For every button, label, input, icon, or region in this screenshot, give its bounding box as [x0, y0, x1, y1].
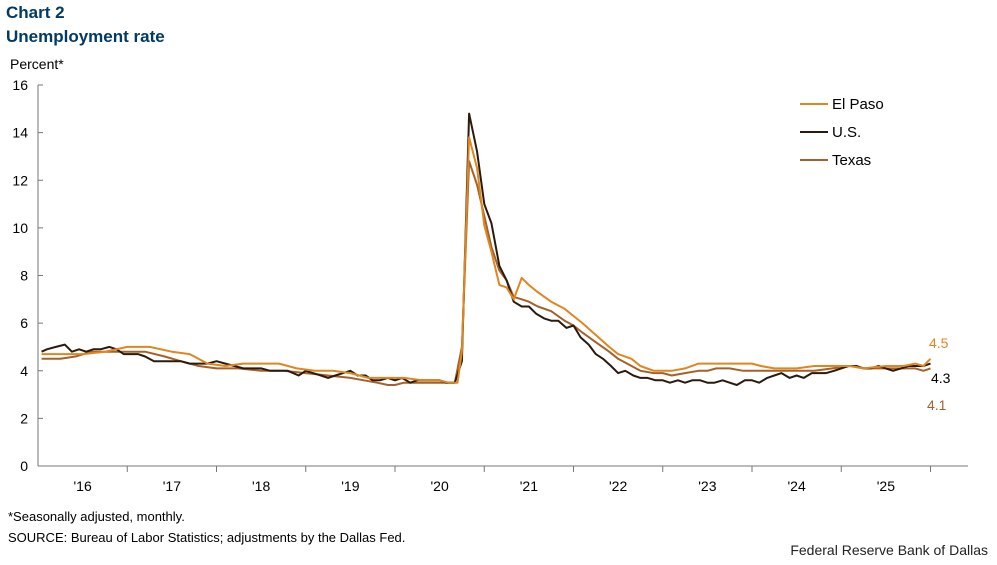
series-line-el_paso: [41, 136, 932, 384]
credit-line: Federal Reserve Bank of Dallas: [790, 542, 988, 558]
series-line-us: [41, 112, 931, 386]
x-tick-label: '19: [341, 478, 359, 494]
y-tick-label: 0: [20, 458, 28, 474]
x-tick-label: '21: [520, 478, 538, 494]
y-tick-label: 8: [20, 268, 28, 284]
x-tick-label: '17: [163, 478, 181, 494]
end-labels: 4.5 4.3 4.1: [927, 335, 951, 413]
x-tick-label: '22: [609, 478, 627, 494]
end-label-us: 4.3: [931, 370, 951, 386]
footnote: *Seasonally adjusted, monthly.: [8, 509, 185, 524]
axes: 0 2 4 6 8 10 12 14 16 '16 '17 '18 '19 '20 '21 '22 '23 '24…: [12, 77, 968, 494]
end-label-el_paso: 4.5: [929, 335, 949, 351]
legend-label-us: U.S.: [832, 124, 861, 141]
y-tick-label: 2: [20, 410, 28, 426]
y-tick-label: 4: [20, 363, 28, 379]
y-tick-label: 12: [12, 172, 28, 188]
x-tick-label: '25: [877, 478, 895, 494]
series-lines: [41, 112, 932, 386]
x-tick-label: '16: [74, 478, 92, 494]
y-tick-label: 16: [12, 77, 28, 93]
y-tick-label: 10: [12, 220, 28, 236]
x-tick-label: '20: [431, 478, 449, 494]
legend-label-el_paso: El Paso: [832, 96, 884, 113]
end-label-texas: 4.1: [927, 397, 947, 413]
legend: El Paso U.S. Texas: [800, 96, 884, 169]
legend-label-texas: Texas: [832, 152, 871, 169]
y-axis-label: Percent*: [10, 56, 64, 72]
series-line-texas: [41, 160, 931, 386]
chart-title: Unemployment rate: [6, 27, 165, 46]
y-tick-label: 6: [20, 315, 28, 331]
y-tick-label: 14: [12, 125, 28, 141]
x-tick-label: '18: [252, 478, 270, 494]
x-tick-label: '23: [698, 478, 716, 494]
chart-number: Chart 2: [6, 3, 65, 22]
source-note: SOURCE: Bureau of Labor Statistics; adju…: [8, 530, 406, 545]
x-tick-label: '24: [788, 478, 806, 494]
